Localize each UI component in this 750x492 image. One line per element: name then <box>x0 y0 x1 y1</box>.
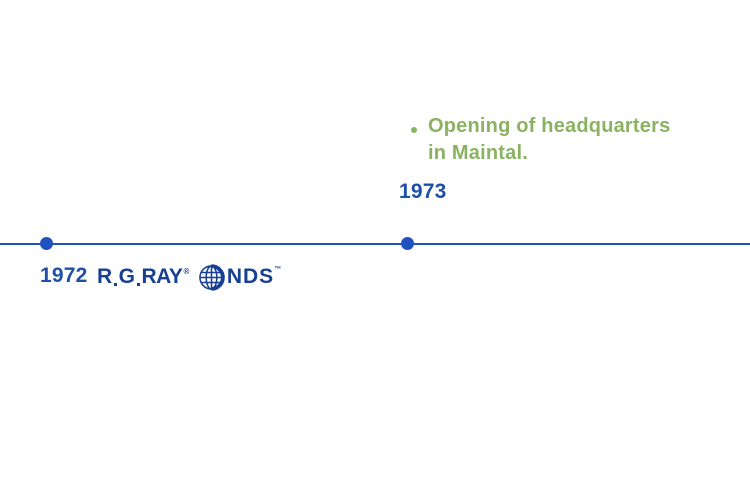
timeline-axis <box>0 243 750 245</box>
timeline-node-1972[interactable] <box>40 237 53 250</box>
rgray-logo: R G RAY ® <box>97 265 189 289</box>
year-label-1972: 1972 <box>40 264 88 287</box>
rgray-logo-part: R <box>97 265 112 288</box>
event-description-1973: Opening of headquarters in Maintal. <box>428 113 670 167</box>
event-description-line: in Maintal. <box>428 142 528 164</box>
rgray-dot-separator <box>136 283 140 286</box>
registered-mark: ® <box>183 267 189 276</box>
globe-icon <box>199 263 225 291</box>
nds-logo-text: NDS <box>226 265 275 288</box>
rgray-logo-part: RAY <box>141 265 183 288</box>
event-description-line: Opening of headquarters <box>428 115 671 137</box>
nds-logo: NDS ™ <box>198 263 282 291</box>
year-label-1973: 1973 <box>399 180 447 203</box>
rgray-logo-part: G <box>118 265 135 288</box>
trademark-mark: ™ <box>274 265 282 273</box>
timeline-node-1973[interactable] <box>401 237 414 250</box>
event-bullet-icon <box>411 127 417 133</box>
rgray-dot-separator <box>113 283 117 286</box>
logo-row-1972: R G RAY ® NDS ™ <box>97 263 281 291</box>
